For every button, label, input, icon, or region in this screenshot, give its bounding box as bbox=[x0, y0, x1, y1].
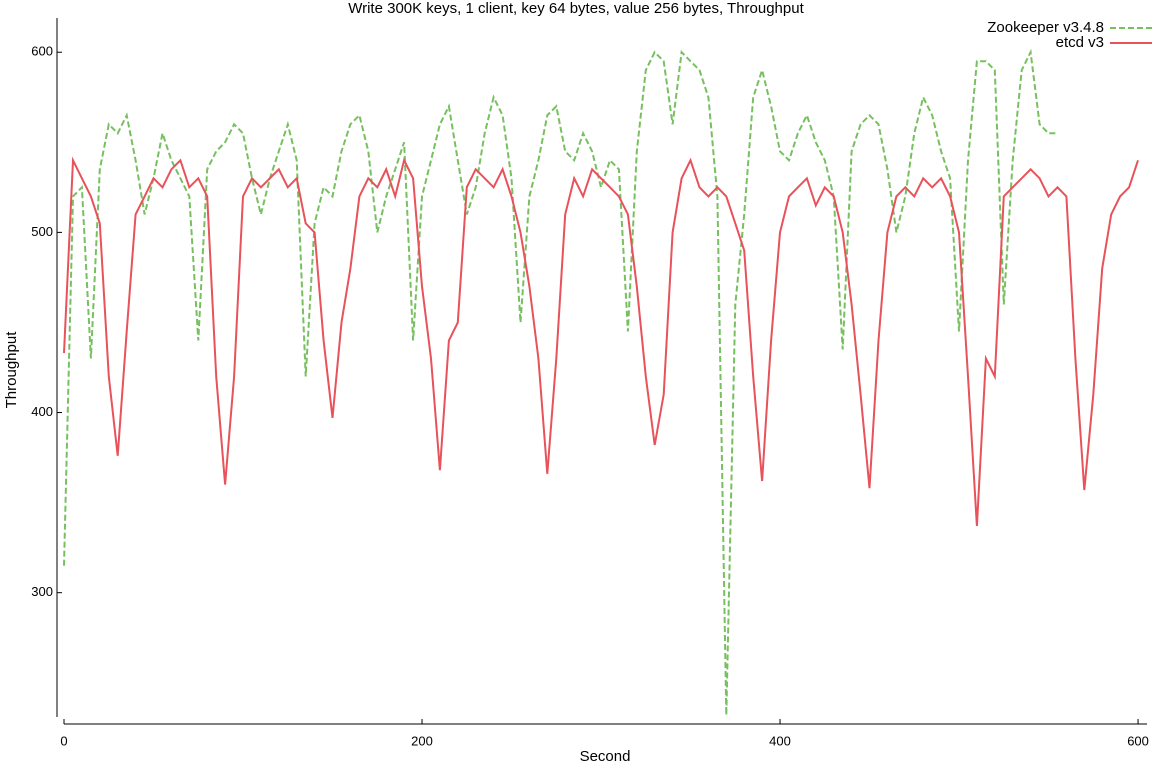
x-tick-label: 600 bbox=[1127, 733, 1149, 748]
y-axis-label: Throughput bbox=[3, 331, 20, 409]
chart-title: Write 300K keys, 1 client, key 64 bytes,… bbox=[348, 0, 804, 17]
y-tick-label: 600 bbox=[31, 44, 53, 59]
x-tick-label: 200 bbox=[411, 733, 433, 748]
x-tick-label: 0 bbox=[60, 733, 67, 748]
y-tick-label: 400 bbox=[31, 404, 53, 419]
y-tick-label: 500 bbox=[31, 224, 53, 239]
x-axis-label: Second bbox=[580, 748, 631, 765]
legend-label: etcd v3 bbox=[1056, 34, 1104, 51]
series-line bbox=[63, 156, 1139, 527]
series-line bbox=[63, 48, 1058, 716]
legend-label: Zookeeper v3.4.8 bbox=[987, 19, 1104, 36]
y-tick-label: 300 bbox=[31, 584, 53, 599]
x-tick-label: 400 bbox=[769, 733, 791, 748]
